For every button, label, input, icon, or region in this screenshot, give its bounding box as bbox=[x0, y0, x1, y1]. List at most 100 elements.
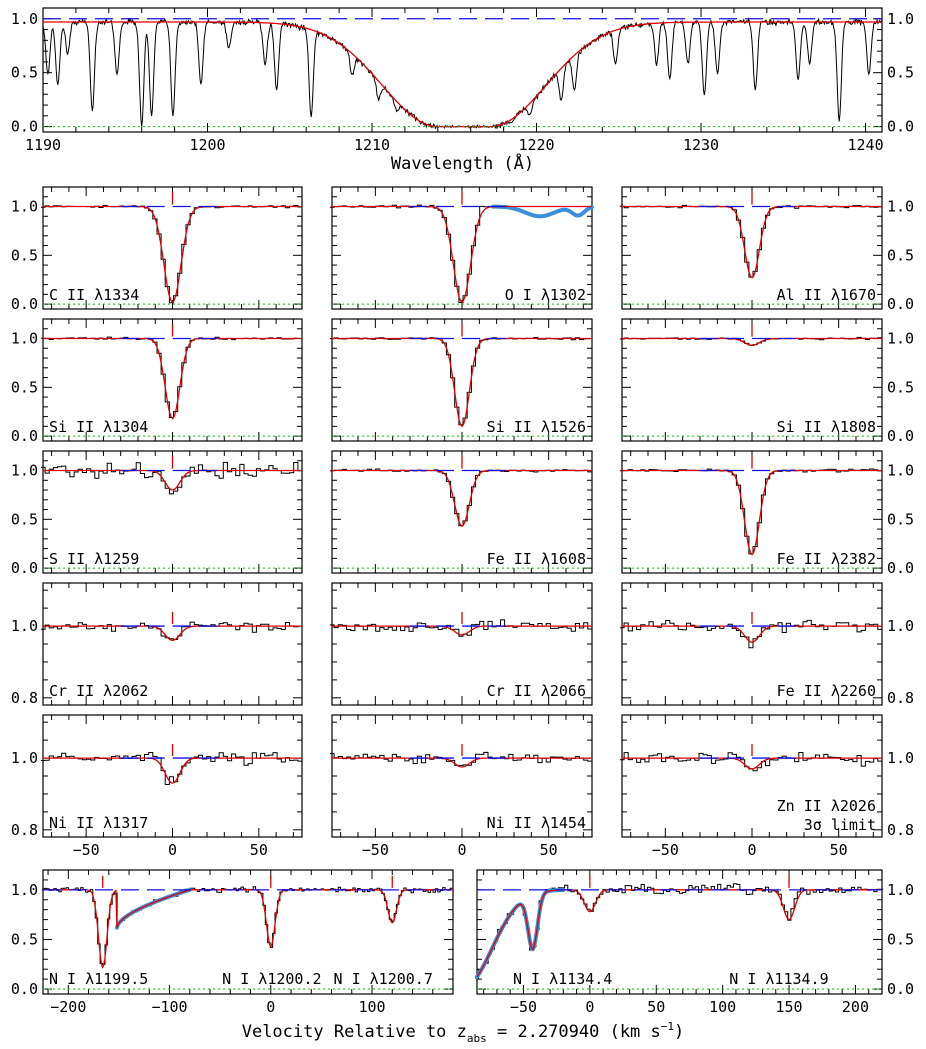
y-tick-label: 1.0 bbox=[11, 198, 38, 216]
xlabel-main: Velocity Relative to z bbox=[242, 1022, 467, 1042]
panel-CII1334: 0.0 0.5 1.0 C II λ1334 bbox=[11, 186, 303, 313]
voigt-fit bbox=[332, 757, 592, 768]
y-tick-label-right: 0.0 bbox=[887, 427, 914, 445]
panel-lya: 0.0 0.0 0.5 0.5 1.0 1.0 1190 1200 1210 1220 1230 12… bbox=[11, 7, 914, 174]
panel-SiII1526: Si II λ1526 bbox=[329, 318, 593, 442]
y-tick-label-right: 1.0 bbox=[887, 462, 914, 480]
panel-SiII1808: 0.0 0.5 1.0 Si II λ1808 bbox=[619, 318, 914, 445]
panel-label: Cr II λ2062 bbox=[49, 682, 148, 700]
y-tick-label: 0.5 bbox=[11, 64, 38, 82]
panel-label: Cr II λ2066 bbox=[487, 682, 586, 700]
xlabel-close: ) bbox=[674, 1022, 684, 1042]
y-tick-label-right: 0.8 bbox=[887, 689, 914, 707]
x-tick-label: 50 bbox=[830, 841, 848, 859]
y-tick-label-right: 0.8 bbox=[887, 821, 914, 839]
voigt-fit bbox=[622, 757, 882, 770]
y-tick-label-right: 0.5 bbox=[887, 510, 914, 528]
y-tick-label-right: 1.0 bbox=[887, 10, 914, 28]
voigt-fit bbox=[332, 205, 592, 304]
spectrum-data bbox=[40, 752, 302, 785]
x-tick-label: −50 bbox=[362, 841, 389, 859]
panel-OI1302: O I λ1302 bbox=[329, 186, 594, 310]
y-tick-label-right: 0.0 bbox=[887, 980, 914, 998]
y-tick-label: 1.0 bbox=[11, 749, 38, 767]
panel-label: Si II λ1808 bbox=[777, 418, 876, 436]
y-tick-label: 0.0 bbox=[11, 295, 38, 313]
x-tick-label: −100 bbox=[151, 998, 187, 1016]
y-tick-label-right: 0.5 bbox=[887, 378, 914, 396]
x-tick-label: 0 bbox=[266, 998, 275, 1016]
panel-label: Fe II λ2382 bbox=[777, 550, 876, 568]
y-tick-label-right: 1.0 bbox=[887, 198, 914, 216]
voigt-fit bbox=[332, 625, 592, 636]
y-tick-label: 1.0 bbox=[11, 881, 38, 899]
voigt-fit bbox=[332, 337, 592, 428]
voigt-fit bbox=[43, 889, 453, 969]
y-tick-label-right: 0.0 bbox=[887, 118, 914, 136]
y-tick-label: 0.0 bbox=[11, 118, 38, 136]
y-tick-label: 0.8 bbox=[11, 821, 38, 839]
panel-label: S II λ1259 bbox=[49, 550, 139, 568]
y-tick-label: 0.5 bbox=[11, 510, 38, 528]
x-tick-label: 150 bbox=[776, 998, 803, 1016]
panel-NI1200: 0.0 0.5 1.0 −200 −100 0 100 N I λ1199.5 N I λ120… bbox=[11, 869, 454, 1016]
panel-AlII1670: 0.0 0.5 1.0 Al II λ1670 bbox=[619, 186, 914, 313]
y-tick-label-right: 0.5 bbox=[887, 930, 914, 948]
voigt-fit bbox=[43, 625, 302, 642]
x-tick-label: −50 bbox=[652, 841, 679, 859]
spectrum-data bbox=[329, 468, 592, 527]
panel-CrII2062: 0.8 1.0 Cr II λ2062 bbox=[11, 582, 303, 707]
x-tick-label: 1230 bbox=[683, 136, 719, 154]
panel-NiII1454: −50 0 50 Ni II λ1454 bbox=[329, 714, 593, 859]
panel-NiII1317: 0.8 1.0 −50 0 50 Ni II λ1317 bbox=[11, 714, 303, 859]
x-tick-label: 50 bbox=[540, 841, 558, 859]
axes-frame bbox=[42, 869, 454, 995]
blend-fit bbox=[475, 888, 566, 979]
spectrum-data bbox=[40, 461, 302, 495]
xlabel-tail: = 2.270940 (km s bbox=[487, 1022, 661, 1042]
x-tick-label: 100 bbox=[709, 998, 736, 1016]
x-axis-title: Velocity Relative to zabs = 2.270940 (km… bbox=[242, 1020, 685, 1045]
y-tick-label-right: 1.0 bbox=[887, 881, 914, 899]
x-tick-label: −50 bbox=[73, 841, 100, 859]
x-tick-label: 1220 bbox=[518, 136, 554, 154]
panel-FeII2260: 0.8 1.0 Fe II λ2260 bbox=[619, 582, 914, 707]
panel-label: O I λ1302 bbox=[505, 286, 586, 304]
xlabel-sup: −1 bbox=[661, 1020, 674, 1033]
panel-label: N I λ1200.7 bbox=[334, 970, 433, 988]
panel-SII1259: 0.0 0.5 1.0 S II λ1259 bbox=[11, 450, 303, 577]
voigt-fit bbox=[43, 337, 302, 420]
voigt-fit bbox=[43, 469, 302, 491]
voigt-fit bbox=[43, 757, 302, 784]
x-tick-label: 0 bbox=[747, 841, 756, 859]
voigt-fit bbox=[622, 469, 882, 556]
panel-SiII1304: 0.0 0.5 1.0 Si II λ1304 bbox=[11, 318, 303, 445]
x-tick-label: −200 bbox=[50, 998, 86, 1016]
axes-frame bbox=[42, 7, 883, 133]
damped-fit bbox=[43, 21, 882, 128]
y-tick-label-right: 0.5 bbox=[887, 246, 914, 264]
x-tick-label: 1200 bbox=[189, 136, 225, 154]
spectrum-data bbox=[40, 621, 302, 640]
panel-label: Si II λ1526 bbox=[487, 418, 586, 436]
voigt-fit bbox=[622, 337, 882, 347]
x-tick-label: 100 bbox=[358, 998, 385, 1016]
y-tick-label: 1.0 bbox=[11, 330, 38, 348]
y-tick-label: 0.5 bbox=[11, 930, 38, 948]
x-tick-label: 200 bbox=[842, 998, 869, 1016]
spectrum-data bbox=[329, 751, 592, 766]
panel-FeII1608: Fe II λ1608 bbox=[329, 450, 593, 574]
x-tick-label: 0 bbox=[168, 841, 177, 859]
y-tick-label: 0.5 bbox=[11, 378, 38, 396]
x-tick-label: 0 bbox=[457, 841, 466, 859]
panel-NI1134: 0.0 0.5 1.0 −50 0 50 100 150 200 N I λ1134.4 N I λ… bbox=[475, 869, 914, 1016]
x-tick-label: 1240 bbox=[847, 136, 883, 154]
panel-label: Fe II λ1608 bbox=[487, 550, 586, 568]
panel-label: Al II λ1670 bbox=[777, 286, 876, 304]
panel-label: Fe II λ2260 bbox=[777, 682, 876, 700]
spectrum-data bbox=[619, 204, 882, 278]
y-tick-label-right: 0.5 bbox=[887, 64, 914, 82]
y-tick-label-right: 1.0 bbox=[887, 749, 914, 767]
